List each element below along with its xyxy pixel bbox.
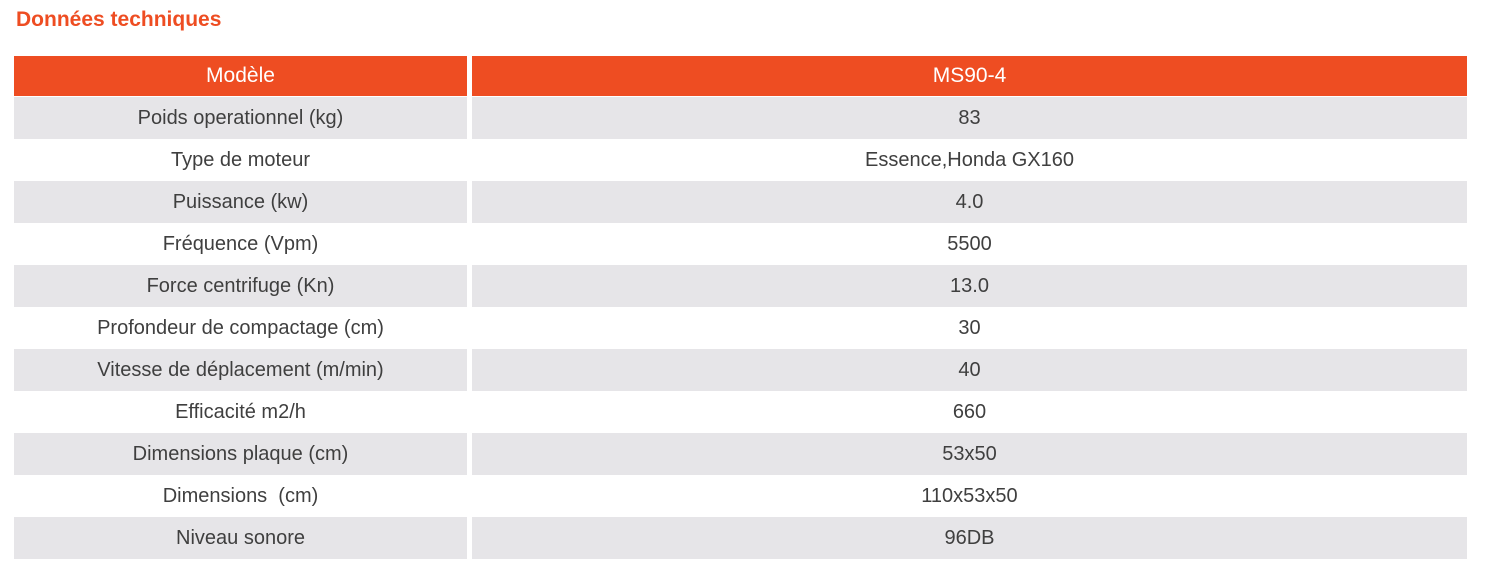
spec-label-cell: Profondeur de compactage (cm)	[14, 307, 472, 349]
table-row: Type de moteur Essence,Honda GX160	[14, 139, 1467, 181]
spec-value-cell: 660	[472, 391, 1467, 433]
spec-value-cell: 4.0	[472, 181, 1467, 223]
table-row: Fréquence (Vpm) 5500	[14, 223, 1467, 265]
spec-value-cell: 96DB	[472, 517, 1467, 559]
table-row: Force centrifuge (Kn) 13.0	[14, 265, 1467, 307]
spec-label-cell: Efficacité m2/h	[14, 391, 472, 433]
table-row: Profondeur de compactage (cm) 30	[14, 307, 1467, 349]
spec-value-cell: 13.0	[472, 265, 1467, 307]
header-cell-model: Modèle	[14, 56, 472, 97]
spec-label-cell: Force centrifuge (Kn)	[14, 265, 472, 307]
table-row: Niveau sonore 96DB	[14, 517, 1467, 559]
table-header-row: Modèle MS90-4	[14, 56, 1467, 97]
spec-value-cell: 83	[472, 97, 1467, 139]
spec-value-cell: 53x50	[472, 433, 1467, 475]
table-row: Puissance (kw) 4.0	[14, 181, 1467, 223]
spec-label-cell: Dimensions (cm)	[14, 475, 472, 517]
spec-label-cell: Poids operationnel (kg)	[14, 97, 472, 139]
specs-table: Modèle MS90-4 Poids operationnel (kg) 83…	[14, 56, 1467, 559]
page-title: Données techniques	[16, 8, 222, 31]
spec-value-cell: 5500	[472, 223, 1467, 265]
spec-label-cell: Dimensions plaque (cm)	[14, 433, 472, 475]
table-row: Dimensions (cm) 110x53x50	[14, 475, 1467, 517]
spec-value-cell: 110x53x50	[472, 475, 1467, 517]
table-row: Efficacité m2/h 660	[14, 391, 1467, 433]
spec-value-cell: Essence,Honda GX160	[472, 139, 1467, 181]
spec-label-cell: Vitesse de déplacement (m/min)	[14, 349, 472, 391]
spec-label-cell: Type de moteur	[14, 139, 472, 181]
table-row: Vitesse de déplacement (m/min) 40	[14, 349, 1467, 391]
spec-label-cell: Niveau sonore	[14, 517, 472, 559]
table-row: Dimensions plaque (cm) 53x50	[14, 433, 1467, 475]
table-row: Poids operationnel (kg) 83	[14, 97, 1467, 139]
spec-label-cell: Fréquence (Vpm)	[14, 223, 472, 265]
spec-value-cell: 40	[472, 349, 1467, 391]
spec-value-cell: 30	[472, 307, 1467, 349]
spec-label-cell: Puissance (kw)	[14, 181, 472, 223]
header-cell-model-value: MS90-4	[472, 56, 1467, 97]
